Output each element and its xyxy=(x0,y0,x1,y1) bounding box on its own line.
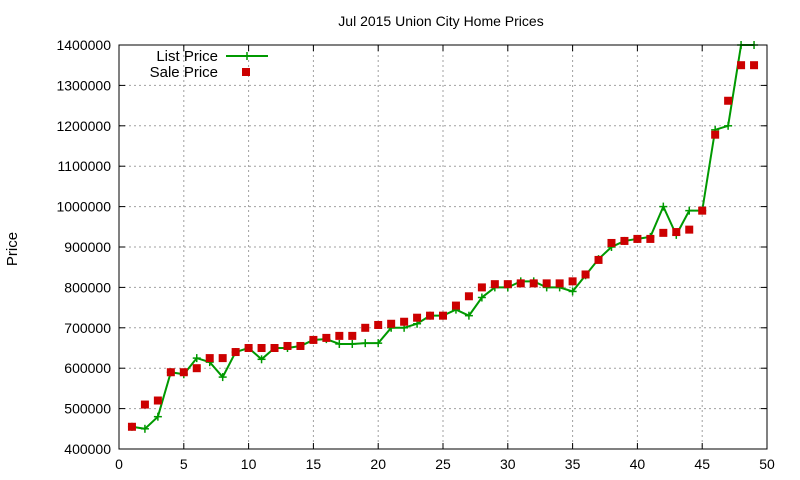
sale-price-point xyxy=(309,335,318,344)
list-price-point xyxy=(374,339,383,348)
sale-price-point xyxy=(607,238,616,247)
sale-price-point xyxy=(685,225,694,234)
list-price-point xyxy=(361,339,370,348)
list-price-point xyxy=(659,202,668,211)
x-tick-label: 5 xyxy=(180,456,188,472)
x-tick-label: 25 xyxy=(435,456,451,472)
y-tick-label: 1400000 xyxy=(56,37,111,53)
sale-price-point xyxy=(140,400,149,409)
legend: List Price Sale Price xyxy=(150,48,268,81)
grid-lines xyxy=(119,45,767,449)
sale-price-point xyxy=(387,319,396,328)
list-price-point xyxy=(685,206,694,215)
sale-price-point xyxy=(335,331,344,340)
sale-price-point xyxy=(477,283,486,292)
list-price-point xyxy=(464,311,473,320)
sale-price-point xyxy=(244,344,253,352)
sale-price-point xyxy=(451,301,460,310)
list-price-point xyxy=(257,355,266,364)
sale-price-point xyxy=(179,368,188,377)
sale-price-point xyxy=(633,234,642,243)
sale-price-point xyxy=(724,96,733,105)
sale-price-point xyxy=(737,61,746,70)
sale-price-point xyxy=(581,270,590,279)
sale-price-point xyxy=(646,234,655,243)
sale-price-point xyxy=(529,279,538,288)
sale-price-point xyxy=(659,228,668,237)
x-tick-label: 15 xyxy=(306,456,322,472)
sale-price-point xyxy=(231,348,240,357)
sale-price-point xyxy=(192,364,201,373)
sale-price-point xyxy=(594,255,603,264)
sale-price-point xyxy=(153,396,162,405)
sale-price-point xyxy=(464,292,473,301)
sale-price-point xyxy=(711,130,720,139)
sale-price-point xyxy=(750,61,759,70)
y-tick-label: 700000 xyxy=(64,320,111,336)
sale-price-point xyxy=(296,341,305,350)
y-tick-label: 800000 xyxy=(64,279,111,295)
y-tick-label: 400000 xyxy=(64,441,111,457)
data-series xyxy=(127,41,759,433)
sale-price-point xyxy=(542,279,551,288)
legend-marker-sale-price xyxy=(242,68,250,76)
sale-price-point xyxy=(620,236,629,245)
sale-price-point xyxy=(348,331,357,340)
sale-price-point xyxy=(283,341,292,350)
list-price-point xyxy=(724,121,733,130)
sale-price-point xyxy=(413,313,422,322)
y-tick-label: 1200000 xyxy=(56,118,111,134)
plot-frame xyxy=(118,44,768,450)
x-tick-label: 45 xyxy=(694,456,710,472)
sale-price-point xyxy=(361,323,370,332)
axis-ticks: 0 5 10 15 20 25 30 35 40 45 50 400000 500000 600000 70… xyxy=(56,37,775,472)
list-price-point xyxy=(477,293,486,302)
x-tick-label: 50 xyxy=(759,456,775,472)
y-tick-label: 1100000 xyxy=(58,158,112,174)
x-tick-label: 0 xyxy=(115,456,123,472)
y-tick-label: 1300000 xyxy=(56,77,111,93)
sale-price-point xyxy=(439,311,447,320)
sale-price-point xyxy=(503,280,512,289)
sale-price-point xyxy=(322,333,331,342)
legend-label-sale-price: Sale Price xyxy=(150,64,218,81)
list-price-point xyxy=(218,373,227,382)
sale-price-point xyxy=(568,277,577,286)
sale-price-point xyxy=(516,279,525,288)
list-price-point xyxy=(335,339,344,348)
list-price-point xyxy=(153,412,162,421)
sale-price-point xyxy=(672,228,681,237)
sale-price-point xyxy=(127,422,136,431)
legend-marker-list-price xyxy=(243,52,251,60)
sale-price-point xyxy=(218,354,227,363)
sale-price-point xyxy=(555,279,564,288)
sale-price-point xyxy=(400,317,409,326)
sale-price-point xyxy=(490,280,499,289)
sale-price-point xyxy=(426,311,435,320)
x-tick-label: 20 xyxy=(370,456,386,472)
x-tick-label: 35 xyxy=(565,456,581,472)
sale-price-point xyxy=(270,344,279,352)
list-price-point xyxy=(192,354,201,363)
list-price-point xyxy=(568,287,577,296)
list-price-point xyxy=(140,424,149,433)
sale-price-point xyxy=(166,368,175,377)
y-tick-label: 900000 xyxy=(64,239,111,255)
sale-price-point xyxy=(257,344,266,352)
y-tick-label: 1000000 xyxy=(56,199,111,215)
y-tick-label: 500000 xyxy=(64,401,111,417)
y-tick-label: 600000 xyxy=(64,360,111,376)
x-tick-label: 40 xyxy=(630,456,646,472)
x-tick-label: 10 xyxy=(241,456,257,472)
sale-price-point xyxy=(205,354,214,363)
chart-title: Jul 2015 Union City Home Prices xyxy=(338,13,543,29)
list-price-point xyxy=(348,339,357,348)
sale-price-point xyxy=(374,320,383,329)
x-tick-label: 30 xyxy=(500,456,516,472)
sale-price-point xyxy=(698,206,707,215)
y-axis-label: Price xyxy=(4,232,21,266)
legend-label-list-price: List Price xyxy=(156,48,218,65)
